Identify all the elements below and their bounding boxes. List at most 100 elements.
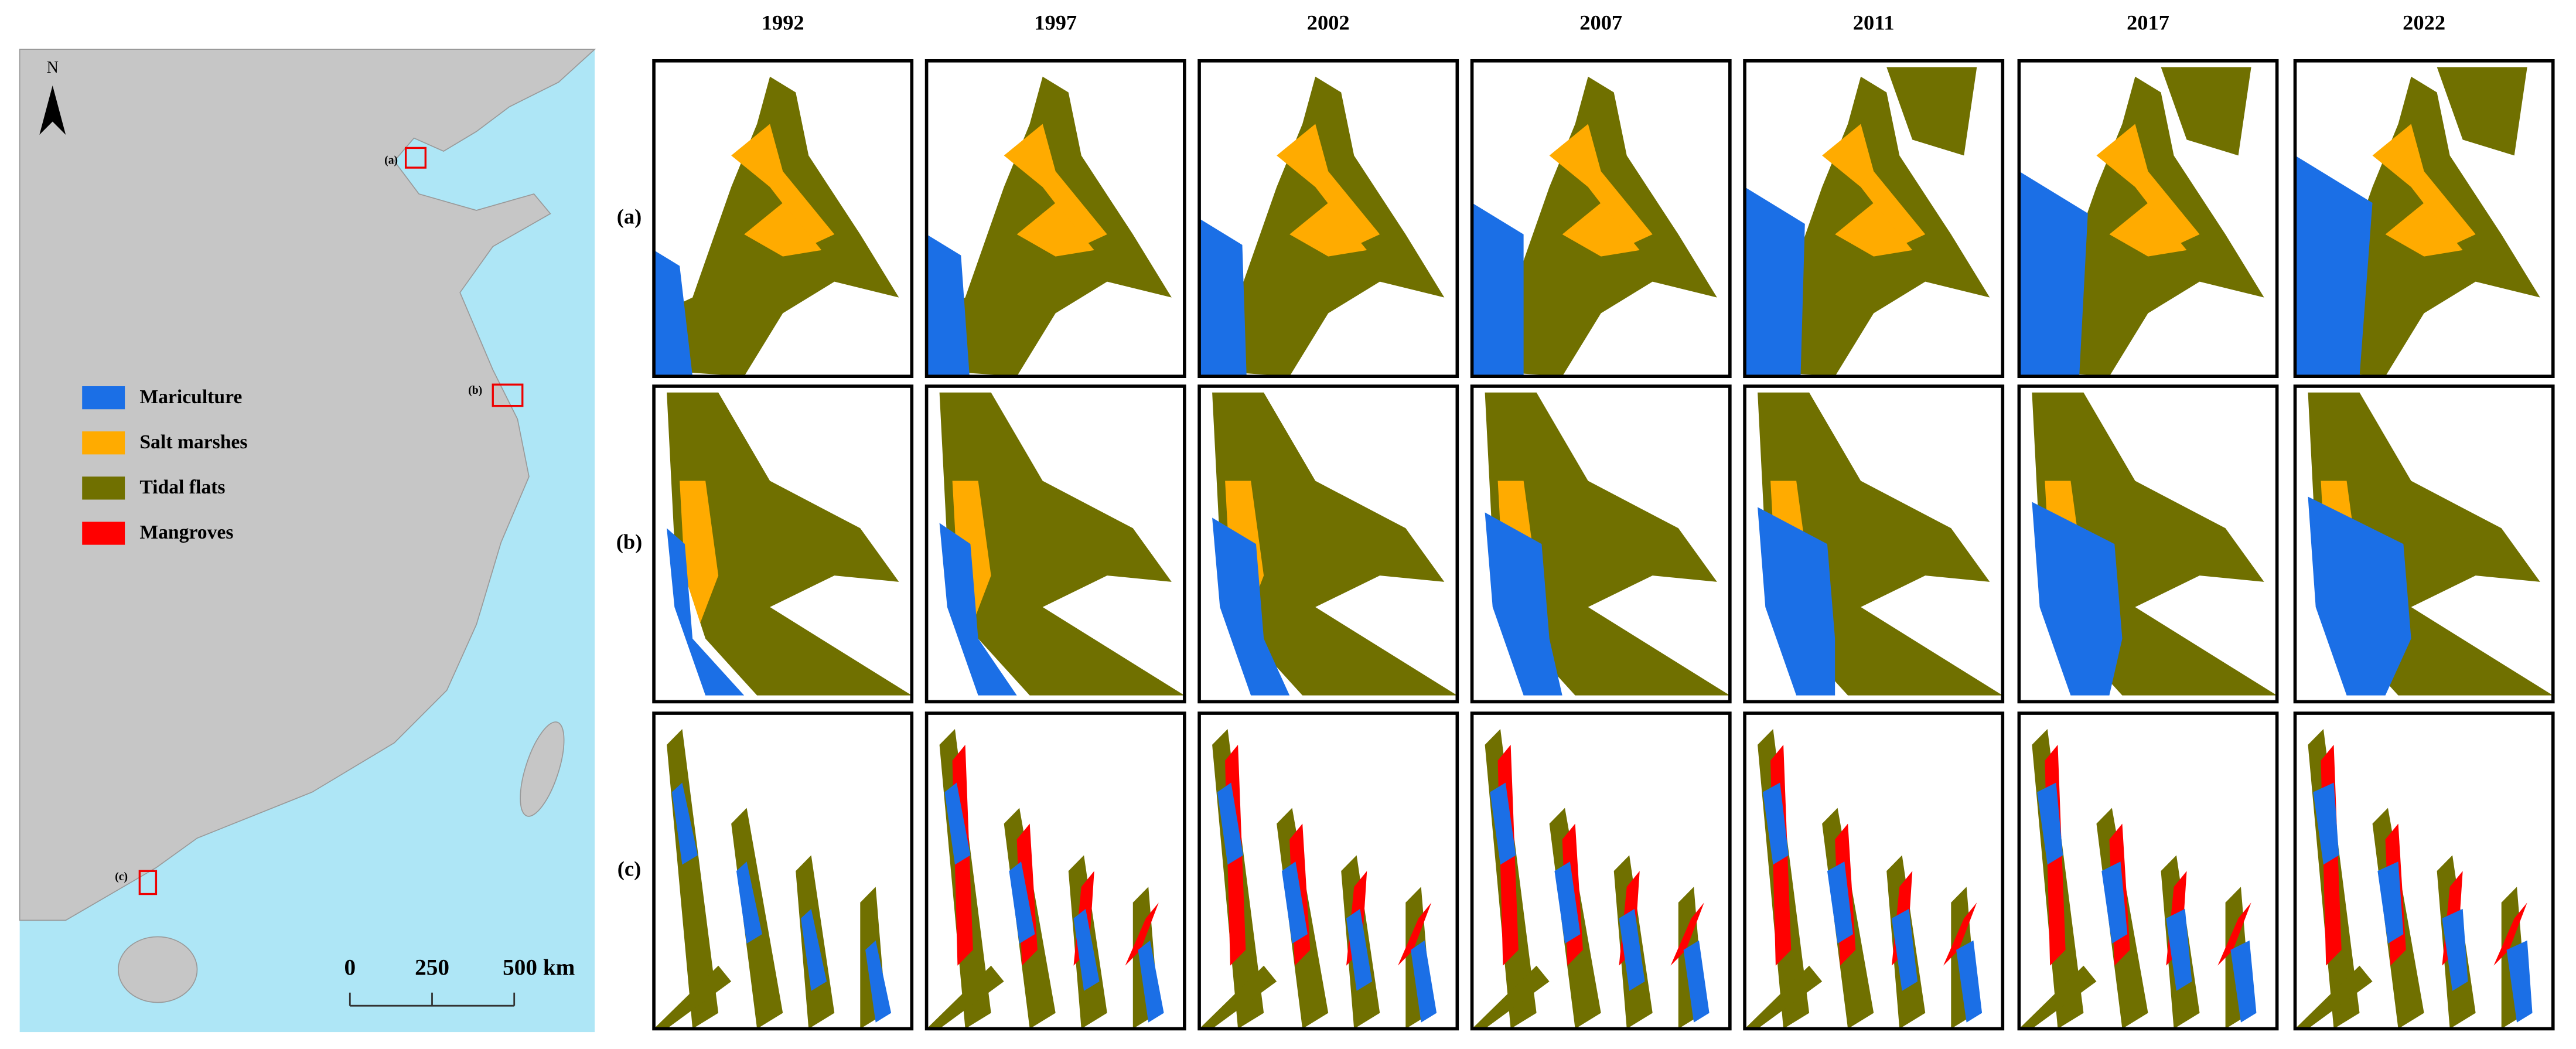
- region-label: (c): [115, 871, 128, 883]
- panel: [924, 711, 1186, 1031]
- class-patch: [1199, 218, 1247, 377]
- panel-frame: [652, 384, 914, 704]
- panel: [2017, 711, 2279, 1031]
- class-patch: [1398, 902, 1432, 966]
- class-patch: [1490, 782, 1516, 865]
- class-patch: [2230, 940, 2257, 1023]
- panel: [1470, 59, 1732, 379]
- class-patch: [1016, 203, 1094, 257]
- class-patch: [1683, 940, 1710, 1023]
- class-patch: [1073, 908, 1100, 991]
- class-patch: [939, 523, 1017, 696]
- region-box: [492, 383, 524, 407]
- class-patch: [654, 250, 693, 377]
- panel: [652, 384, 914, 704]
- class-patch: [1125, 902, 1159, 966]
- panel-frame: [1743, 59, 2005, 379]
- class-patch: [1549, 124, 1653, 244]
- panel-frame: [1470, 384, 1732, 704]
- scale-label: 500 km: [503, 955, 575, 980]
- panel: [2293, 711, 2555, 1031]
- panel: [1197, 711, 1459, 1031]
- row-label: (b): [616, 530, 643, 554]
- class-patch: [926, 234, 970, 377]
- panel-frame: [2017, 59, 2279, 379]
- class-patch: [654, 965, 732, 1029]
- region-box: [404, 147, 427, 169]
- class-patch: [801, 908, 827, 991]
- legend-swatch: [82, 476, 125, 500]
- class-patch: [1758, 507, 1835, 696]
- region-label: (a): [384, 154, 398, 166]
- class-patch: [1892, 908, 1918, 991]
- class-patch: [2372, 124, 2476, 244]
- class-patch: [2377, 861, 2404, 944]
- class-patch: [1745, 187, 1805, 377]
- legend-label: Mangroves: [139, 522, 233, 543]
- panel: [2293, 59, 2555, 379]
- panel-frame: [2293, 384, 2555, 704]
- class-patch: [736, 861, 762, 944]
- class-patch: [1835, 203, 1913, 257]
- class-patch: [2019, 965, 2097, 1029]
- legend-swatch: [82, 431, 125, 455]
- class-patch: [2019, 171, 2088, 377]
- class-patch: [2385, 203, 2463, 257]
- class-patch: [1943, 902, 1977, 966]
- class-patch: [2437, 67, 2527, 156]
- class-patch: [2101, 861, 2128, 944]
- panel-frame: [2017, 711, 2279, 1031]
- panel-frame: [924, 711, 1186, 1031]
- class-patch: [944, 782, 971, 865]
- class-patch: [2295, 155, 2373, 377]
- panel: [2293, 384, 2555, 704]
- panel: [1743, 384, 2005, 704]
- class-patch: [731, 124, 835, 244]
- class-patch: [1956, 940, 1983, 1023]
- year-label: 2017: [2127, 11, 2169, 34]
- panel: [924, 59, 1186, 379]
- scale-bar: [349, 992, 516, 1007]
- class-patch: [1217, 782, 1243, 865]
- class-patch: [667, 392, 912, 696]
- panel: [1743, 59, 2005, 379]
- class-patch: [1886, 67, 1977, 156]
- class-patch: [2308, 496, 2411, 696]
- scale-label: 250: [415, 955, 449, 980]
- class-patch: [1562, 203, 1640, 257]
- class-patch: [2217, 902, 2251, 966]
- panel-frame: [1470, 59, 1732, 379]
- panel-frame: [1743, 384, 2005, 704]
- class-patch: [671, 782, 698, 865]
- year-label: 2002: [1307, 11, 1350, 34]
- class-patch: [2032, 502, 2123, 696]
- panel: [1197, 59, 1459, 379]
- class-patch: [1009, 861, 1035, 944]
- panel-frame: [2293, 59, 2555, 379]
- row-label: (a): [617, 205, 642, 228]
- hainan: [118, 936, 198, 1003]
- year-label: 1992: [762, 11, 804, 34]
- panel-frame: [1743, 711, 2005, 1031]
- year-label: 2022: [2403, 11, 2445, 34]
- class-patch: [926, 965, 1004, 1029]
- class-patch: [1411, 940, 1437, 1023]
- class-patch: [1472, 203, 1524, 377]
- class-patch: [1762, 782, 1789, 865]
- class-patch: [667, 528, 745, 696]
- panel-frame: [1197, 711, 1459, 1031]
- panel: [924, 384, 1186, 704]
- class-patch: [1670, 902, 1704, 966]
- class-patch: [1472, 965, 1550, 1029]
- north-label: N: [47, 59, 59, 77]
- overview-map: N (a) (b) (c) 0 250 500 km Mariculture Sa…: [19, 49, 596, 1033]
- class-patch: [1485, 512, 1562, 696]
- class-patch: [2493, 902, 2527, 966]
- class-patch: [1004, 124, 1107, 244]
- class-patch: [1212, 517, 1290, 696]
- class-patch: [2506, 940, 2533, 1023]
- class-patch: [680, 481, 719, 623]
- class-patch: [1212, 392, 1458, 696]
- north-arrow: [39, 85, 66, 135]
